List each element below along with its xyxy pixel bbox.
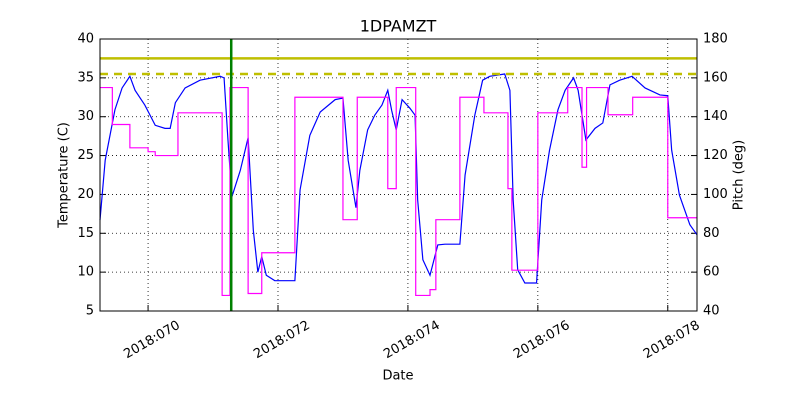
y2-tick-label: 100 <box>703 187 728 202</box>
y-tick-label: 25 <box>77 148 94 163</box>
y-tick-label: 20 <box>77 187 94 202</box>
series-line <box>100 86 697 297</box>
y2-tick-label: 160 <box>703 70 728 85</box>
chart-title: 1DPAMZT <box>360 17 437 36</box>
y2-tick-label: 60 <box>703 265 720 280</box>
plot-frame <box>99 38 698 312</box>
y2-tick-label: 80 <box>703 226 720 241</box>
y-tick-label: 15 <box>77 226 94 241</box>
y-tick-label: 5 <box>86 304 94 319</box>
y2-tick-label: 140 <box>703 109 728 124</box>
y-tick-label: 35 <box>77 70 94 85</box>
y2-axis-label: Pitch (deg) <box>732 140 747 210</box>
y-tick-label: 30 <box>77 109 94 124</box>
y-tick-label: 10 <box>77 265 94 280</box>
y-axis-label: Temperature (C) <box>57 122 72 229</box>
y2-tick-label: 120 <box>703 148 728 163</box>
series-line <box>99 73 698 284</box>
x-axis-label: Date <box>382 369 413 384</box>
y2-tick-label: 40 <box>703 304 720 319</box>
y-tick-label: 40 <box>77 32 94 47</box>
y2-tick-label: 180 <box>703 32 728 47</box>
